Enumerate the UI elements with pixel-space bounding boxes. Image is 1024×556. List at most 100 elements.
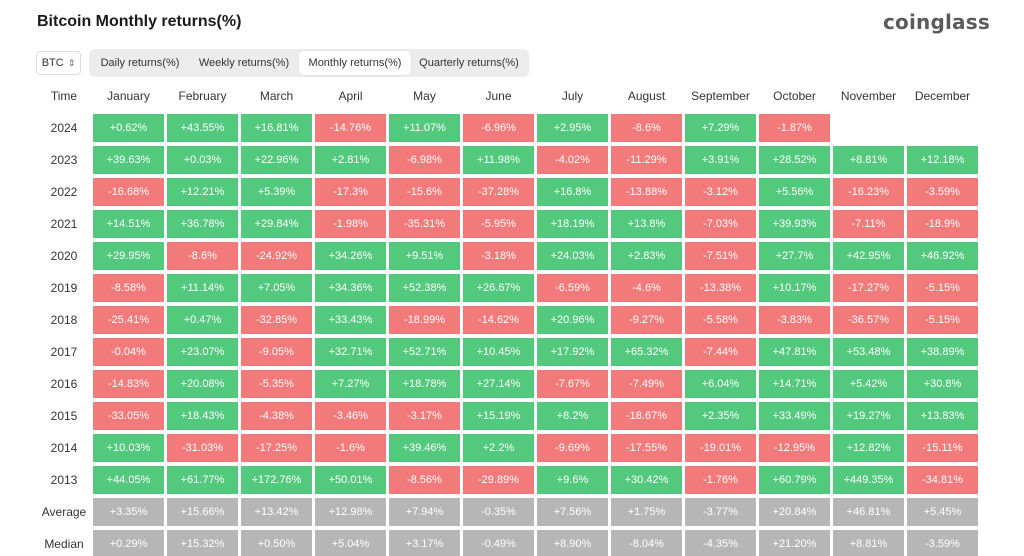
return-cell: -1.76% xyxy=(685,466,756,494)
return-cell: -6.96% xyxy=(463,114,534,142)
return-cell: -4.02% xyxy=(537,146,608,174)
return-cell: +30.42% xyxy=(611,466,682,494)
month-header-december: December xyxy=(914,89,971,103)
return-cell: -5.95% xyxy=(463,210,534,238)
year-label: 2015 xyxy=(50,409,78,423)
return-cell: +9.51% xyxy=(389,242,460,270)
return-cell: +53.48% xyxy=(833,338,904,366)
return-cell: +22.96% xyxy=(241,146,312,174)
stat-cell-median: +0.50% xyxy=(241,530,312,556)
return-cell: +34.26% xyxy=(315,242,386,270)
return-cell: +2.2% xyxy=(463,434,534,462)
stat-cell-median: +8.81% xyxy=(833,530,904,556)
return-cell: +33.43% xyxy=(315,306,386,334)
return-cell: +65.32% xyxy=(611,338,682,366)
return-cell: +52.71% xyxy=(389,338,460,366)
stat-cell-average: +46.81% xyxy=(833,498,904,526)
stat-cell-median: +3.17% xyxy=(389,530,460,556)
month-header-october: October xyxy=(773,89,816,103)
month-header-november: November xyxy=(840,89,897,103)
return-cell: +27.7% xyxy=(759,242,830,270)
stat-cell-median: -0.49% xyxy=(463,530,534,556)
stat-label-median: Median xyxy=(44,537,84,551)
return-cell: -17.55% xyxy=(611,434,682,462)
stat-cell-median: +15.32% xyxy=(167,530,238,556)
return-cell: +34.36% xyxy=(315,274,386,302)
return-cell: -36.57% xyxy=(833,306,904,334)
return-cell xyxy=(907,114,978,142)
stat-cell-average: +1.75% xyxy=(611,498,682,526)
return-cell: +10.45% xyxy=(463,338,534,366)
return-cell: +5.39% xyxy=(241,178,312,206)
return-cell: +13.83% xyxy=(907,402,978,430)
return-cell: -13.88% xyxy=(611,178,682,206)
return-cell: +23.07% xyxy=(167,338,238,366)
return-cell: +38.89% xyxy=(907,338,978,366)
return-cell: +52.38% xyxy=(389,274,460,302)
return-cell: +39.63% xyxy=(93,146,164,174)
month-header-august: August xyxy=(627,89,666,103)
return-cell: -14.76% xyxy=(315,114,386,142)
return-cell: -1.87% xyxy=(759,114,830,142)
stat-cell-average: +3.35% xyxy=(93,498,164,526)
return-cell: -5.35% xyxy=(241,370,312,398)
return-cell: +11.98% xyxy=(463,146,534,174)
return-cell: -3.17% xyxy=(389,402,460,430)
return-cell: +18.43% xyxy=(167,402,238,430)
return-cell: +7.05% xyxy=(241,274,312,302)
return-cell: +46.92% xyxy=(907,242,978,270)
year-label: 2023 xyxy=(50,153,78,167)
year-label: 2020 xyxy=(50,249,78,263)
year-label: 2016 xyxy=(50,377,78,391)
return-cell: -9.27% xyxy=(611,306,682,334)
return-cell: -15.6% xyxy=(389,178,460,206)
return-cell: -3.18% xyxy=(463,242,534,270)
stat-cell-average: +5.45% xyxy=(907,498,978,526)
stat-cell-average: +13.42% xyxy=(241,498,312,526)
return-cell: -16.23% xyxy=(833,178,904,206)
tab-weekly-returns[interactable]: Weekly returns(%) xyxy=(198,57,290,69)
return-cell: +14.71% xyxy=(759,370,830,398)
return-cell: -18.99% xyxy=(389,306,460,334)
return-cell: -8.56% xyxy=(389,466,460,494)
tab-quarterly-returns[interactable]: Quarterly returns(%) xyxy=(419,57,519,69)
stat-cell-median: +21.20% xyxy=(759,530,830,556)
return-cell: -13.38% xyxy=(685,274,756,302)
return-cell: +43.55% xyxy=(167,114,238,142)
return-cell: +11.14% xyxy=(167,274,238,302)
return-cell: +19.27% xyxy=(833,402,904,430)
return-cell: -8.6% xyxy=(167,242,238,270)
return-cell: +24.03% xyxy=(537,242,608,270)
tab-daily-returns[interactable]: Daily returns(%) xyxy=(100,57,180,69)
stat-cell-median: -4.35% xyxy=(685,530,756,556)
return-cell: -31.03% xyxy=(167,434,238,462)
return-cell: -6.59% xyxy=(537,274,608,302)
return-cell: +28.52% xyxy=(759,146,830,174)
coin-selector[interactable]: BTC ⇕ xyxy=(36,51,81,75)
return-cell: -19.01% xyxy=(685,434,756,462)
tab-monthly-returns[interactable]: Monthly returns(%) xyxy=(299,51,411,75)
return-cell: -1.98% xyxy=(315,210,386,238)
return-cell: +0.03% xyxy=(167,146,238,174)
return-cell: -29.89% xyxy=(463,466,534,494)
stat-cell-average: +7.94% xyxy=(389,498,460,526)
return-cell: +10.17% xyxy=(759,274,830,302)
return-cell: +29.95% xyxy=(93,242,164,270)
stat-cell-median: -8.04% xyxy=(611,530,682,556)
return-cell: -8.6% xyxy=(611,114,682,142)
stat-cell-average: +15.66% xyxy=(167,498,238,526)
return-cell: +2.83% xyxy=(611,242,682,270)
stat-cell-average: +7.56% xyxy=(537,498,608,526)
return-cell: -7.44% xyxy=(685,338,756,366)
return-cell: -4.38% xyxy=(241,402,312,430)
page-title: Bitcoin Monthly returns(%) xyxy=(37,13,242,30)
return-cell: +20.96% xyxy=(537,306,608,334)
stat-cell-average: -0.35% xyxy=(463,498,534,526)
return-cell: +9.6% xyxy=(537,466,608,494)
return-cell: +47.81% xyxy=(759,338,830,366)
return-cell: -37.28% xyxy=(463,178,534,206)
return-cell: +60.79% xyxy=(759,466,830,494)
stat-cell-average: +20.84% xyxy=(759,498,830,526)
year-label: 2021 xyxy=(50,217,78,231)
return-cell: +61.77% xyxy=(167,466,238,494)
